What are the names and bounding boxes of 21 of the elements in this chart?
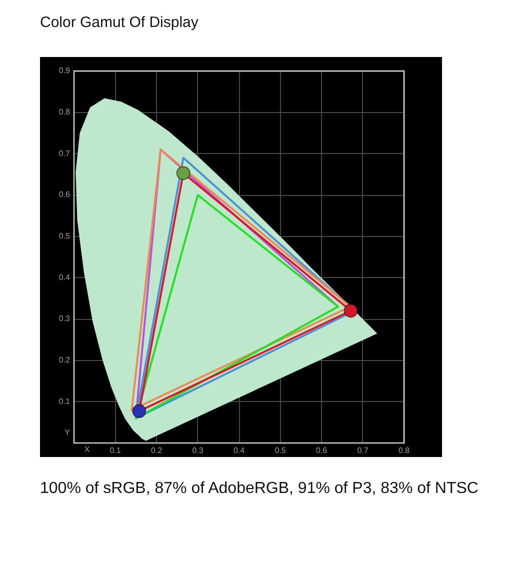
y-tick-label: 0.8 [58, 108, 71, 117]
x-tick-label: 0.4 [233, 446, 246, 456]
x-axis-title: X [84, 445, 90, 454]
y-tick-label: 0.5 [58, 232, 71, 241]
y-tick-label: 0.3 [58, 314, 71, 324]
y-tick-label: 0.4 [58, 272, 71, 282]
x-tick-label: 0.2 [150, 446, 163, 456]
y-axis-title: Y [64, 428, 71, 438]
x-tick-label: 0.1 [110, 446, 122, 456]
x-tick-label: 0.5 [274, 446, 286, 456]
y-tick-label: 0.7 [58, 148, 71, 158]
y-tick-label: 0.6 [58, 190, 71, 200]
y-tick-label: 0.2 [58, 356, 71, 365]
x-tick-label: 0.7 [357, 446, 369, 456]
x-tick-label: 0.6 [316, 446, 328, 456]
x-tick-label: 0.3 [192, 446, 204, 456]
chart-title: Color Gamut Of Display [40, 14, 200, 32]
text: 100% of sRGB, 87% of AdobeRGB, 91% of P3, 83% of NTSC [40, 480, 480, 498]
y-tick-label: 0.9 [58, 66, 71, 76]
x-tick-label: 0.8 [398, 446, 410, 456]
y-tick-label: 0.1 [58, 396, 71, 406]
